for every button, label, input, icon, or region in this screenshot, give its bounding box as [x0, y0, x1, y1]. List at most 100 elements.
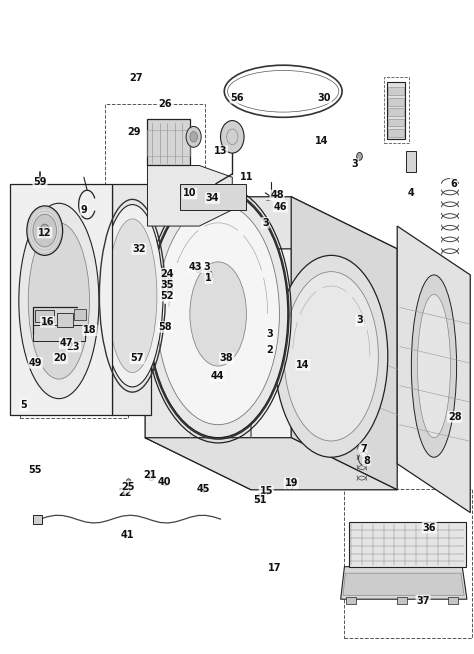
Ellipse shape	[102, 205, 163, 387]
Text: 41: 41	[121, 530, 135, 540]
Bar	[34, 515, 42, 524]
Text: 2: 2	[266, 345, 273, 354]
Polygon shape	[343, 573, 464, 595]
Circle shape	[357, 152, 362, 160]
Circle shape	[201, 485, 207, 492]
Text: 22: 22	[118, 488, 132, 498]
Text: 15: 15	[259, 486, 273, 496]
Ellipse shape	[148, 190, 288, 438]
Text: 13: 13	[214, 146, 227, 156]
Polygon shape	[341, 566, 467, 599]
Text: 48: 48	[270, 190, 284, 201]
Text: 28: 28	[448, 412, 462, 422]
Text: 56: 56	[230, 93, 244, 103]
Text: 59: 59	[33, 177, 47, 188]
Bar	[384, 77, 409, 143]
Circle shape	[196, 264, 201, 272]
Circle shape	[126, 479, 131, 485]
Text: 5: 5	[21, 400, 27, 410]
Text: 34: 34	[206, 193, 219, 203]
Text: 3: 3	[351, 159, 358, 169]
Text: 30: 30	[318, 93, 331, 103]
Text: 58: 58	[159, 322, 172, 332]
Text: 38: 38	[220, 353, 234, 363]
Bar	[406, 151, 416, 172]
Circle shape	[40, 224, 49, 237]
Text: 3: 3	[203, 262, 210, 272]
Circle shape	[220, 120, 244, 153]
Circle shape	[167, 287, 173, 295]
Circle shape	[167, 279, 173, 286]
Bar	[388, 88, 404, 95]
Text: 32: 32	[132, 244, 146, 254]
Polygon shape	[349, 523, 465, 566]
Text: 27: 27	[129, 73, 143, 83]
Text: 45: 45	[196, 483, 210, 494]
Text: 37: 37	[416, 596, 430, 606]
Text: 10: 10	[183, 188, 197, 199]
Text: 49: 49	[28, 358, 42, 368]
Bar	[388, 97, 404, 105]
Circle shape	[148, 473, 154, 481]
Polygon shape	[112, 184, 151, 415]
Polygon shape	[10, 184, 112, 415]
Text: 8: 8	[363, 455, 370, 466]
Text: 26: 26	[159, 99, 172, 109]
Circle shape	[122, 488, 127, 494]
Polygon shape	[397, 226, 470, 513]
Bar	[388, 118, 404, 126]
Circle shape	[167, 271, 173, 279]
Bar	[346, 596, 356, 604]
Text: 23: 23	[67, 341, 80, 352]
Circle shape	[33, 215, 56, 247]
Bar	[105, 104, 205, 249]
Text: 11: 11	[240, 172, 253, 182]
Polygon shape	[291, 197, 397, 490]
Text: 29: 29	[128, 127, 141, 137]
Text: 40: 40	[157, 477, 171, 487]
Text: 51: 51	[253, 494, 266, 505]
Circle shape	[286, 479, 293, 490]
Circle shape	[186, 126, 201, 147]
Text: 12: 12	[38, 228, 52, 237]
Ellipse shape	[411, 275, 456, 457]
Text: 43: 43	[189, 262, 202, 272]
Text: 57: 57	[130, 353, 144, 363]
Text: 1: 1	[205, 273, 212, 283]
Text: 36: 36	[422, 523, 436, 532]
Text: 46: 46	[273, 201, 287, 211]
Text: 47: 47	[60, 338, 73, 349]
Ellipse shape	[275, 255, 388, 457]
Text: 25: 25	[121, 481, 135, 492]
Text: 19: 19	[284, 478, 298, 489]
Text: 4: 4	[408, 188, 415, 199]
Bar	[387, 82, 405, 139]
Ellipse shape	[28, 223, 90, 379]
Bar	[146, 129, 190, 156]
Text: 14: 14	[315, 137, 328, 146]
Polygon shape	[147, 165, 232, 226]
Bar	[34, 325, 85, 341]
Bar	[57, 313, 73, 327]
Text: 55: 55	[28, 465, 42, 475]
Polygon shape	[145, 197, 251, 490]
Bar	[388, 129, 404, 137]
Bar	[388, 108, 404, 116]
Text: 14: 14	[296, 360, 310, 370]
Ellipse shape	[284, 271, 378, 441]
Bar	[74, 309, 86, 320]
Ellipse shape	[190, 262, 246, 366]
Text: 16: 16	[41, 317, 55, 327]
Polygon shape	[145, 197, 397, 249]
Text: 18: 18	[83, 325, 97, 336]
Text: 3: 3	[356, 315, 363, 326]
Bar	[146, 118, 190, 165]
Text: 20: 20	[54, 353, 67, 363]
Text: 21: 21	[143, 470, 156, 481]
Ellipse shape	[157, 203, 279, 424]
Ellipse shape	[108, 219, 157, 373]
Circle shape	[358, 452, 368, 465]
Bar	[397, 596, 407, 604]
Text: 6: 6	[450, 179, 457, 189]
Ellipse shape	[19, 203, 99, 399]
